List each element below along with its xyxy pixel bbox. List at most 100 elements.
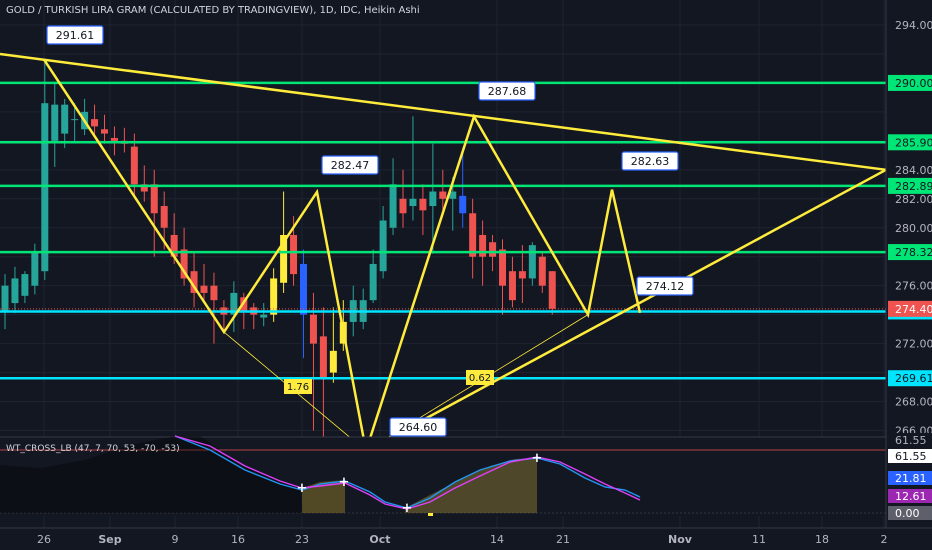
indicator-axis-label: 12.61 xyxy=(888,489,932,503)
candle xyxy=(329,307,337,383)
indicator-label-box xyxy=(888,433,932,447)
candle-body xyxy=(101,129,108,134)
candle-body xyxy=(170,234,178,257)
harmonic-pattern: 291.61 282.47 264.60 287.68 282.63 274.12 1.76… xyxy=(0,25,887,452)
candle xyxy=(41,59,49,280)
candle-body xyxy=(489,242,497,257)
candle-body xyxy=(51,104,59,141)
indicator-label-text: 61.55 xyxy=(895,450,927,463)
level-label-box xyxy=(888,244,932,261)
candle-body xyxy=(528,245,536,279)
candle-body xyxy=(71,119,79,121)
price-tick-label: 272.00 xyxy=(895,338,932,351)
candle xyxy=(409,116,417,221)
last-price-text: 274.40 xyxy=(895,303,932,316)
candle-body xyxy=(439,191,447,199)
candle xyxy=(429,143,437,254)
price-tick-label: 280.00 xyxy=(895,222,932,235)
level-axis-label: 290.00 xyxy=(888,74,932,91)
candle xyxy=(419,184,427,235)
candle-body xyxy=(1,285,9,312)
candle-body xyxy=(21,274,29,296)
level-label-text: 278.32 xyxy=(895,246,932,259)
candle-body xyxy=(518,271,526,279)
candle-body xyxy=(130,146,138,185)
candle-body xyxy=(309,314,317,344)
time-tick-label: 18 xyxy=(815,533,829,546)
candle-body xyxy=(548,271,556,309)
candle-body xyxy=(240,297,248,312)
price-tick-label: 268.00 xyxy=(895,396,932,409)
candle-body xyxy=(61,104,69,134)
ratio-value: 0.62 xyxy=(469,373,491,384)
candle-body xyxy=(369,263,377,301)
time-tick-label: 11 xyxy=(752,533,766,546)
level-axis-label: 282.89 xyxy=(888,177,932,194)
indicator-label-text: 12.61 xyxy=(895,490,927,503)
level-axis-label: 269.61 xyxy=(888,370,932,387)
time-tick-label: 16 xyxy=(231,533,245,546)
price-tick-label: 276.00 xyxy=(895,280,932,293)
candle-body xyxy=(300,263,307,315)
candle xyxy=(11,266,19,314)
cross-marker: + xyxy=(532,451,543,466)
pattern-point-label: 282.47 xyxy=(321,155,379,175)
candle-body xyxy=(469,213,477,257)
candle xyxy=(1,274,9,330)
candle-body xyxy=(41,103,49,272)
candle-body xyxy=(260,314,268,318)
pattern-point-value: 282.63 xyxy=(631,155,670,168)
time-tick-label: Oct xyxy=(369,533,390,546)
indicator-label-text: 61.55 xyxy=(895,434,927,447)
price-tick-label: 284.00 xyxy=(895,164,932,177)
level-label-box xyxy=(888,134,932,151)
candle-body xyxy=(409,198,417,207)
pattern-point-value: 291.61 xyxy=(56,29,95,42)
level-label-box xyxy=(888,74,932,91)
candle-body xyxy=(140,184,148,192)
candle xyxy=(71,103,79,141)
level-label-text: 285.90 xyxy=(895,136,932,149)
level-label-box xyxy=(888,177,932,194)
ratio-box xyxy=(466,370,494,385)
level-axis-label: 278.32 xyxy=(888,244,932,261)
candle-body xyxy=(290,234,298,275)
wt1-line xyxy=(174,435,641,509)
candle-body xyxy=(110,137,118,141)
candle xyxy=(528,242,536,286)
candle-body xyxy=(200,285,208,293)
pattern-point-label: 274.12 xyxy=(636,276,694,296)
candle xyxy=(150,169,158,257)
level-label-text: 290.00 xyxy=(895,77,932,90)
level-label-box xyxy=(888,370,932,387)
indicator-label-box xyxy=(888,471,932,485)
wt-fill-yellow xyxy=(302,480,345,513)
candle xyxy=(399,169,407,228)
candle xyxy=(230,281,238,333)
ratio-label: 1.76 xyxy=(284,379,312,394)
label-box xyxy=(636,276,694,296)
time-tick-label: 9 xyxy=(172,533,179,546)
candle-body xyxy=(399,198,407,214)
candle-body xyxy=(210,285,218,301)
indicator-axis-label: 0.00 xyxy=(888,506,932,520)
lower-trendline xyxy=(365,168,887,452)
ratio-box xyxy=(284,379,312,394)
time-tick-label: 21 xyxy=(556,533,570,546)
indicator-label-box xyxy=(888,506,932,520)
candle-body xyxy=(11,278,19,304)
pattern-point-value: 274.12 xyxy=(646,280,685,293)
candle-body xyxy=(499,249,506,286)
candle-body xyxy=(180,249,188,279)
candlestick-series xyxy=(1,59,556,451)
wt2-line xyxy=(174,435,641,510)
indicator-pane: + + + + xyxy=(0,435,932,516)
candle xyxy=(538,252,546,293)
label-box xyxy=(46,25,104,45)
last-price-box xyxy=(888,300,932,317)
price-tick-label: 282.00 xyxy=(895,193,932,206)
candle xyxy=(270,268,278,322)
candle-body xyxy=(449,191,457,199)
candle xyxy=(210,272,218,344)
